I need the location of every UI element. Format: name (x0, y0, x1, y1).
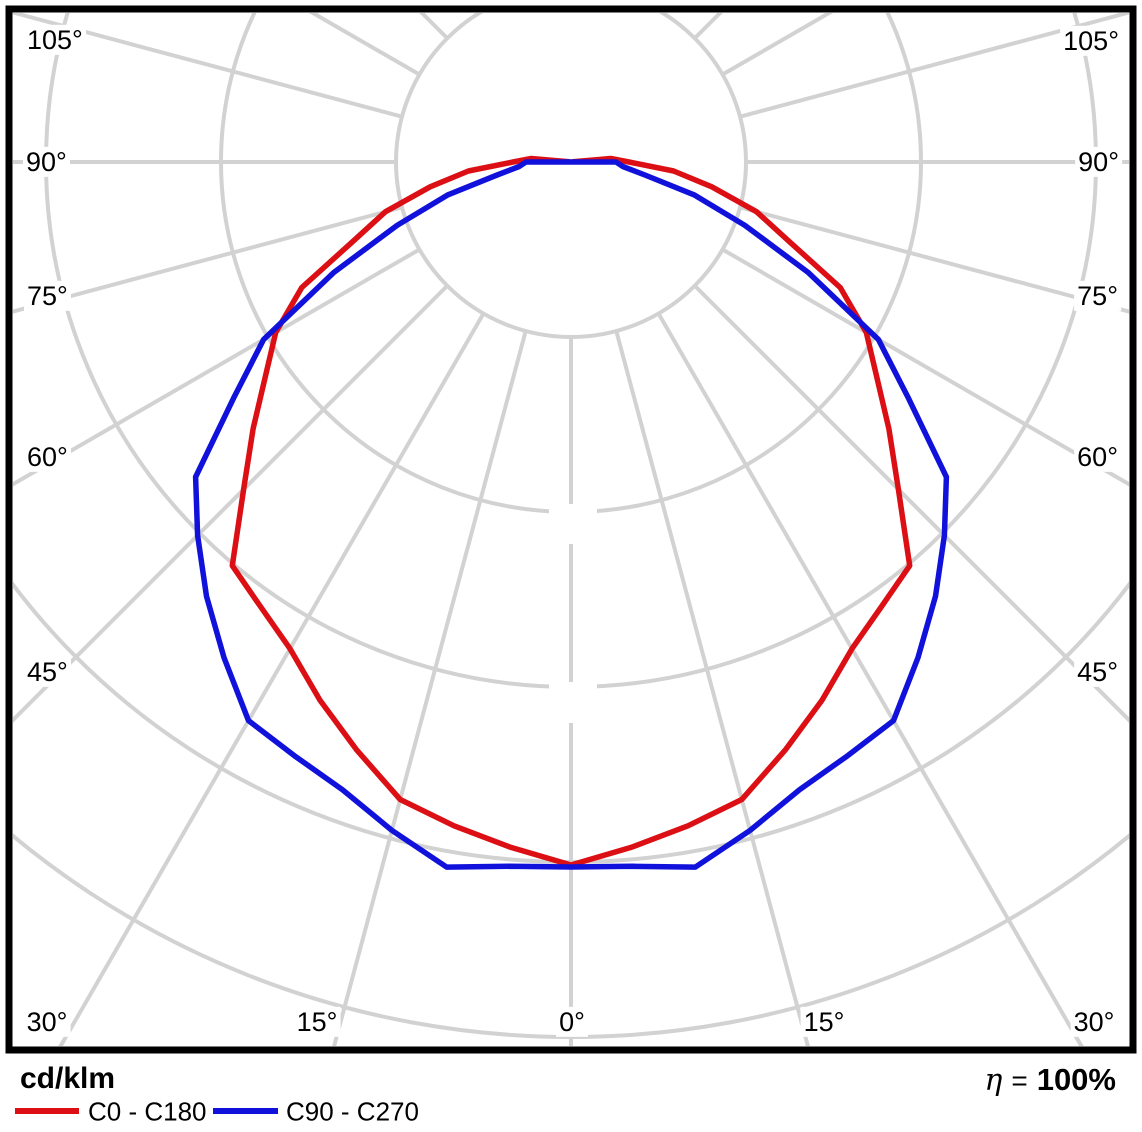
angle-label: 30° (23, 1006, 71, 1038)
angle-label: 60° (1074, 441, 1121, 473)
eta-symbol: η (984, 1063, 1003, 1098)
unit-label: cd/klm (20, 1062, 116, 1095)
grid-ray (693, 284, 1129, 723)
grid-ray (739, 205, 1129, 314)
grid-ray (656, 312, 1084, 1046)
angle-label: 105° (1060, 25, 1122, 57)
efficiency-readout: η = 100% (984, 1062, 1116, 1098)
legend-label-c90-c270: C90 - C270 (286, 1096, 419, 1127)
curve-C90-C270 (192, 159, 950, 870)
angle-label: 75° (1074, 280, 1121, 312)
angle-label: 60° (24, 441, 71, 473)
legend-swatch-c0-c180 (15, 1108, 79, 1114)
grid-ray (13, 13, 403, 119)
angle-label: 30° (1070, 1006, 1118, 1038)
radial-scale-gap (549, 504, 597, 544)
grid-ring (394, 13, 748, 339)
plot-border (5, 5, 1137, 1054)
angle-label: 15° (800, 1006, 848, 1038)
grid-ray (614, 330, 810, 1046)
legend-label-c0-c180: C0 - C180 (88, 1096, 207, 1127)
angle-label: 45° (1074, 656, 1121, 688)
angle-label: 105° (24, 24, 86, 56)
angle-label: 45° (24, 656, 71, 688)
grid-ray (332, 330, 528, 1046)
eta-value: 100% (1036, 1062, 1116, 1097)
angle-label: 75° (24, 280, 71, 312)
radial-scale-gap (549, 682, 597, 723)
angle-label: 90° (23, 146, 70, 178)
angle-label: 0° (556, 1006, 588, 1038)
grid-ray (13, 205, 403, 314)
eta-equals: = (1011, 1065, 1028, 1096)
angle-label: 15° (293, 1006, 341, 1038)
grid-ray (13, 284, 449, 723)
grid-ray (13, 247, 421, 487)
legend-swatch-c90-c270 (213, 1108, 278, 1114)
grid-ray (739, 13, 1129, 119)
angle-label: 90° (1075, 146, 1122, 178)
grid-ray (58, 312, 486, 1046)
grid-ray (721, 247, 1129, 487)
